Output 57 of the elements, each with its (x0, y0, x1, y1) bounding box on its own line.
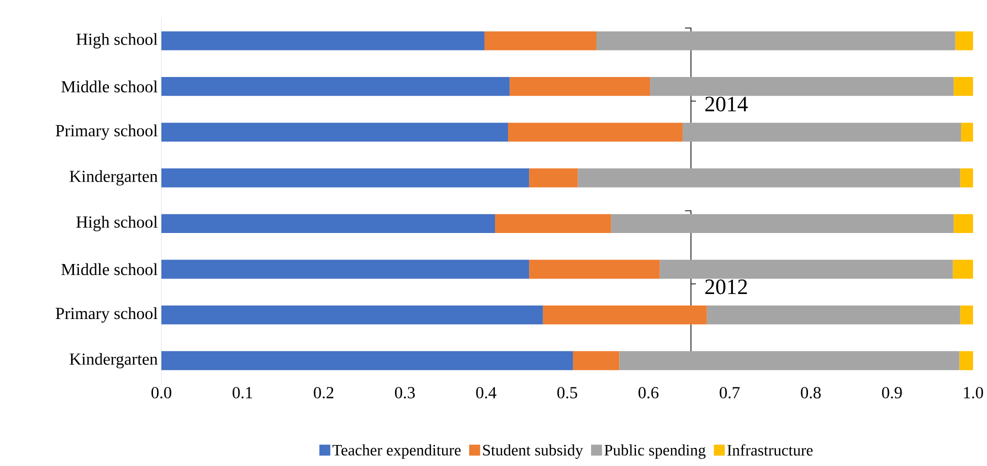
bar (706, 305, 960, 324)
x-tick-label: 0.8 (800, 386, 821, 398)
y-tick-label: Primary school (56, 307, 158, 323)
y-tick-label: Middle school (61, 80, 158, 92)
x-tick-label: 0.5 (557, 386, 578, 398)
bar (960, 122, 974, 142)
bar (960, 168, 974, 188)
bar (161, 351, 573, 370)
bar (660, 260, 953, 279)
y-tick-label: High school (76, 216, 158, 232)
x-tick-label: 0.7 (720, 386, 740, 398)
legend-label: Student subsidy (483, 444, 584, 459)
bar (954, 76, 974, 96)
bar (611, 214, 954, 233)
x-tick-label: 0.4 (476, 386, 496, 398)
x-tick-label: 0.0 (151, 386, 172, 398)
bar (650, 76, 954, 96)
y-tick-label: Middle school (61, 263, 158, 276)
bar (161, 76, 510, 96)
x-tick-label: 0.9 (882, 386, 902, 398)
x-tick-label: 0.2 (314, 386, 334, 398)
bar (960, 305, 974, 324)
bar (161, 31, 484, 50)
bar (495, 214, 612, 233)
y-tick-label: Primary school (56, 124, 158, 140)
bar (510, 76, 650, 96)
annotation: 2012 (705, 279, 747, 294)
bar (161, 214, 496, 233)
bar (161, 122, 508, 142)
bar (619, 351, 960, 370)
x-tick-label: 0.6 (638, 386, 658, 398)
bar (542, 305, 707, 324)
legend-label: Teacher expenditure (332, 444, 461, 459)
y-tick-label: Kindergarten (70, 170, 158, 186)
x-tick-label: 0.1 (232, 386, 252, 398)
bar (682, 122, 961, 142)
bar (578, 168, 960, 188)
bar (596, 31, 956, 50)
bar (954, 214, 974, 233)
bar (161, 305, 543, 324)
annotation: 2014 (705, 96, 748, 112)
x-tick-label: 0.3 (395, 386, 415, 398)
bar (955, 31, 974, 50)
legend-label: Public spending (604, 444, 706, 459)
bar (529, 168, 578, 188)
bar (508, 122, 683, 142)
bar (161, 260, 530, 279)
y-tick-label: High school (76, 33, 158, 48)
bar (161, 168, 530, 188)
bar (952, 260, 974, 279)
legend-label: Infrastructure (727, 444, 813, 456)
bar (484, 31, 596, 50)
bar (572, 351, 620, 370)
x-tick-label: 1.0 (964, 386, 984, 398)
bar (529, 260, 660, 279)
bar (959, 351, 974, 370)
y-tick-label: Kindergarten (70, 352, 158, 368)
